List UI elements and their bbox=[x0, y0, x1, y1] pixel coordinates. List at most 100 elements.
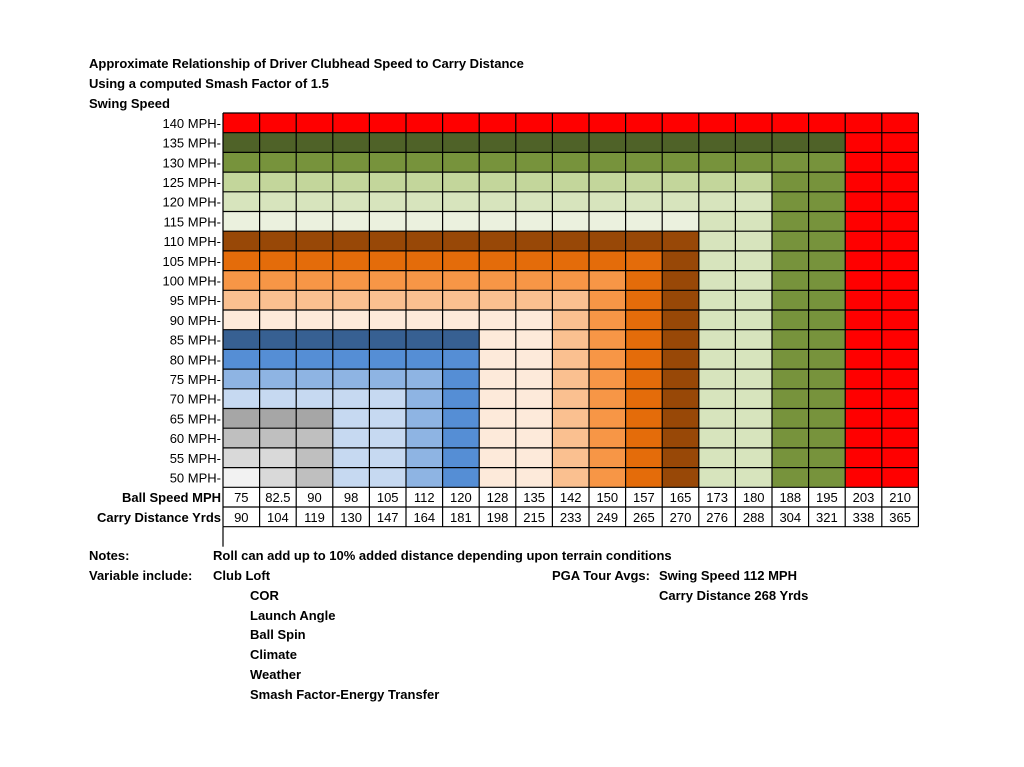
heatmap-cell bbox=[881, 369, 919, 389]
y-tick-label: 50 MPH- bbox=[170, 470, 221, 485]
heatmap-cell bbox=[552, 152, 589, 173]
heatmap-cell bbox=[332, 211, 370, 232]
heatmap-cell bbox=[223, 250, 260, 271]
heatmap-cell bbox=[515, 329, 553, 350]
heatmap-cell bbox=[369, 369, 406, 389]
heatmap-cell bbox=[332, 428, 370, 448]
heatmap-cell bbox=[259, 369, 297, 389]
heatmap-cell bbox=[589, 447, 626, 468]
heatmap-cell bbox=[881, 113, 919, 133]
heatmap-cell bbox=[515, 447, 553, 468]
heatmap-cell bbox=[698, 388, 736, 409]
carry-distance-value: 90 bbox=[234, 510, 248, 525]
heatmap-cell bbox=[772, 329, 809, 350]
heatmap-cell bbox=[406, 428, 443, 448]
ball-speed-value: 180 bbox=[743, 490, 765, 505]
heatmap-cell bbox=[772, 270, 809, 291]
heatmap-cell bbox=[881, 152, 919, 173]
y-tick-label: 65 MPH- bbox=[170, 411, 221, 426]
ball-speed-value: 128 bbox=[487, 490, 509, 505]
heatmap-cell bbox=[332, 467, 370, 488]
heatmap-cell bbox=[515, 231, 553, 251]
heatmap-cell bbox=[406, 132, 443, 153]
heatmap-cell bbox=[735, 132, 772, 153]
heatmap-cell bbox=[772, 369, 809, 389]
heatmap-cell bbox=[845, 388, 882, 409]
heatmap-cell bbox=[625, 388, 663, 409]
heatmap-cell bbox=[625, 113, 663, 133]
carry-distance-value: 130 bbox=[340, 510, 362, 525]
heatmap-cell bbox=[552, 191, 589, 212]
heatmap-cell bbox=[662, 250, 699, 271]
y-tick-label: 75 MPH- bbox=[170, 372, 221, 387]
carry-distance-value: 249 bbox=[596, 510, 618, 525]
heatmap-cell bbox=[625, 132, 663, 153]
heatmap-cell bbox=[881, 447, 919, 468]
heatmap-cell bbox=[552, 349, 589, 370]
heatmap-cell bbox=[296, 447, 333, 468]
heatmap-cell bbox=[369, 329, 406, 350]
heatmap-cell bbox=[772, 250, 809, 271]
heatmap-cell bbox=[223, 191, 260, 212]
notes-label: Notes: bbox=[89, 548, 130, 563]
heatmap-cell bbox=[735, 388, 772, 409]
heatmap-cell bbox=[552, 231, 589, 251]
heatmap-cell bbox=[808, 290, 846, 310]
heatmap-cell bbox=[698, 270, 736, 291]
heatmap-cell bbox=[296, 408, 333, 429]
ball-speed-value: 120 bbox=[450, 490, 472, 505]
heatmap-cell bbox=[442, 467, 480, 488]
heatmap-cell bbox=[369, 172, 406, 192]
heatmap-cell bbox=[479, 113, 516, 133]
heatmap-cell bbox=[589, 113, 626, 133]
heatmap-cell bbox=[625, 270, 663, 291]
ball-speed-value: 82.5 bbox=[265, 490, 290, 505]
carry-distance-value: 304 bbox=[779, 510, 801, 525]
heatmap-cell bbox=[515, 369, 553, 389]
heatmap-cell bbox=[589, 231, 626, 251]
heatmap-cell bbox=[881, 211, 919, 232]
heatmap-cell bbox=[223, 329, 260, 350]
heatmap-cell bbox=[662, 388, 699, 409]
heatmap-cell bbox=[589, 349, 626, 370]
heatmap-cell bbox=[479, 349, 516, 370]
heatmap-cell bbox=[332, 152, 370, 173]
heatmap-cell bbox=[332, 408, 370, 429]
heatmap-cell bbox=[259, 428, 297, 448]
ball-speed-value: 210 bbox=[889, 490, 911, 505]
heatmap-cell bbox=[296, 211, 333, 232]
y-tick-label: 70 MPH- bbox=[170, 392, 221, 407]
heatmap-cell bbox=[589, 388, 626, 409]
heatmap-cell bbox=[332, 349, 370, 370]
heatmap-cell bbox=[442, 447, 480, 468]
carry-distance-value: 365 bbox=[889, 510, 911, 525]
heatmap-cell bbox=[296, 329, 333, 350]
heatmap-cell bbox=[442, 329, 480, 350]
heatmap-cell bbox=[442, 290, 480, 310]
ball-speed-value: 157 bbox=[633, 490, 655, 505]
heatmap-cell bbox=[735, 369, 772, 389]
heatmap-cell bbox=[698, 329, 736, 350]
y-tick-label: 100 MPH- bbox=[162, 273, 221, 288]
heatmap-cell bbox=[589, 428, 626, 448]
heatmap-cell bbox=[442, 132, 480, 153]
heatmap-cell bbox=[735, 467, 772, 488]
heatmap-cell bbox=[698, 113, 736, 133]
heatmap-cell bbox=[845, 152, 882, 173]
heatmap-cell bbox=[625, 329, 663, 350]
heatmap-cell bbox=[845, 191, 882, 212]
heatmap-cell bbox=[735, 211, 772, 232]
y-tick-label: 85 MPH- bbox=[170, 333, 221, 348]
heatmap-cell bbox=[881, 467, 919, 488]
heatmap-cell bbox=[808, 349, 846, 370]
heatmap-cell bbox=[808, 152, 846, 173]
heatmap-cell bbox=[406, 290, 443, 310]
heatmap-cell bbox=[662, 191, 699, 212]
heatmap-cell bbox=[589, 290, 626, 310]
heatmap-cell bbox=[406, 369, 443, 389]
heatmap-cell bbox=[369, 467, 406, 488]
heatmap-cell bbox=[332, 132, 370, 153]
heatmap-cell bbox=[369, 310, 406, 330]
pga-swing-speed: Swing Speed 112 MPH bbox=[659, 568, 797, 583]
y-tick-label: 95 MPH- bbox=[170, 293, 221, 308]
